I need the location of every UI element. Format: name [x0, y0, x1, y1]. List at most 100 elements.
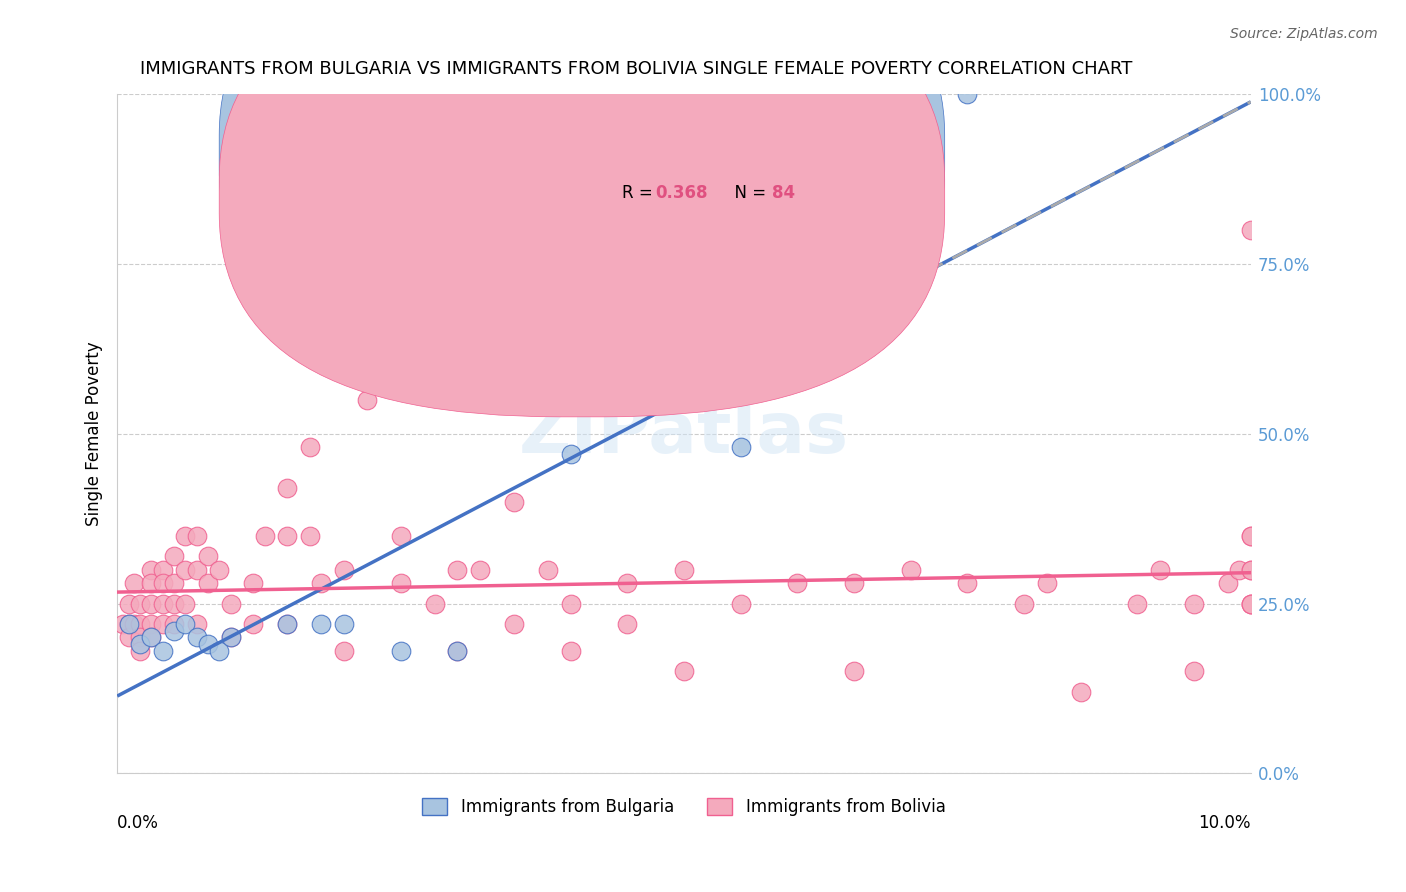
Point	[122, 576, 145, 591]
Point	[1182, 597, 1205, 611]
Legend: Immigrants from Bulgaria, Immigrants from Bolivia: Immigrants from Bulgaria, Immigrants fro…	[416, 791, 952, 822]
Point	[174, 616, 197, 631]
Text: Source: ZipAtlas.com: Source: ZipAtlas.com	[1230, 27, 1378, 41]
Point	[152, 576, 174, 591]
Point	[560, 644, 582, 658]
Point	[186, 563, 208, 577]
Point	[141, 563, 163, 577]
Point	[117, 631, 139, 645]
Point	[186, 528, 208, 542]
Point	[141, 576, 163, 591]
Point	[276, 616, 298, 631]
Point	[174, 528, 197, 542]
Point	[786, 576, 808, 591]
Point	[309, 616, 332, 631]
Point	[1240, 563, 1263, 577]
Point	[128, 631, 150, 645]
Point	[141, 616, 163, 631]
Point	[128, 597, 150, 611]
Point	[1216, 576, 1239, 591]
Point	[163, 624, 186, 638]
Point	[197, 549, 219, 563]
Point	[389, 644, 412, 658]
Point	[956, 576, 979, 591]
Point	[537, 563, 560, 577]
Point	[1149, 563, 1171, 577]
Text: 0.679: 0.679	[655, 143, 709, 161]
Point	[560, 447, 582, 461]
FancyBboxPatch shape	[526, 125, 911, 230]
Point	[730, 597, 752, 611]
Point	[276, 528, 298, 542]
Point	[356, 392, 378, 407]
Text: 0.0%: 0.0%	[117, 814, 159, 832]
FancyBboxPatch shape	[219, 0, 945, 373]
Text: IMMIGRANTS FROM BULGARIA VS IMMIGRANTS FROM BOLIVIA SINGLE FEMALE POVERTY CORREL: IMMIGRANTS FROM BULGARIA VS IMMIGRANTS F…	[139, 60, 1132, 78]
Point	[111, 616, 134, 631]
Point	[842, 576, 865, 591]
Point	[1240, 223, 1263, 237]
Point	[1035, 576, 1057, 591]
Point	[174, 597, 197, 611]
Point	[503, 616, 526, 631]
Point	[276, 481, 298, 495]
Point	[117, 616, 139, 631]
Point	[1240, 597, 1263, 611]
Point	[152, 597, 174, 611]
Point	[163, 576, 186, 591]
Point	[616, 616, 638, 631]
Point	[174, 563, 197, 577]
Text: N =: N =	[724, 184, 770, 202]
Point	[1240, 597, 1263, 611]
Point	[730, 441, 752, 455]
Point	[242, 616, 264, 631]
Point	[128, 616, 150, 631]
Point	[333, 644, 356, 658]
Point	[141, 631, 163, 645]
Point	[1182, 665, 1205, 679]
Text: R =: R =	[621, 143, 658, 161]
Point	[163, 597, 186, 611]
Point	[298, 441, 321, 455]
Point	[1070, 684, 1092, 698]
Point	[956, 87, 979, 102]
Point	[253, 528, 276, 542]
Point	[117, 616, 139, 631]
Point	[197, 637, 219, 651]
Point	[446, 644, 468, 658]
Point	[163, 616, 186, 631]
Point	[1229, 563, 1251, 577]
Point	[446, 563, 468, 577]
Point	[1240, 563, 1263, 577]
Y-axis label: Single Female Poverty: Single Female Poverty	[86, 342, 103, 526]
Point	[219, 631, 242, 645]
Point	[1240, 528, 1263, 542]
Point	[468, 563, 491, 577]
Text: N =: N =	[724, 143, 770, 161]
Point	[389, 576, 412, 591]
Point	[309, 576, 332, 591]
Point	[152, 616, 174, 631]
Point	[117, 597, 139, 611]
Text: 0.368: 0.368	[655, 184, 709, 202]
Point	[672, 665, 695, 679]
Point	[298, 528, 321, 542]
Point	[242, 576, 264, 591]
Point	[672, 563, 695, 577]
Point	[1126, 597, 1149, 611]
Point	[842, 665, 865, 679]
Point	[503, 494, 526, 508]
Point	[128, 637, 150, 651]
Point	[1240, 597, 1263, 611]
Point	[1012, 597, 1035, 611]
Point	[186, 631, 208, 645]
Point	[1240, 528, 1263, 542]
Text: ZIPatlas: ZIPatlas	[519, 400, 849, 468]
Point	[208, 644, 231, 658]
Point	[141, 597, 163, 611]
Point	[219, 597, 242, 611]
Point	[163, 549, 186, 563]
Point	[423, 597, 446, 611]
Point	[560, 597, 582, 611]
Point	[152, 563, 174, 577]
